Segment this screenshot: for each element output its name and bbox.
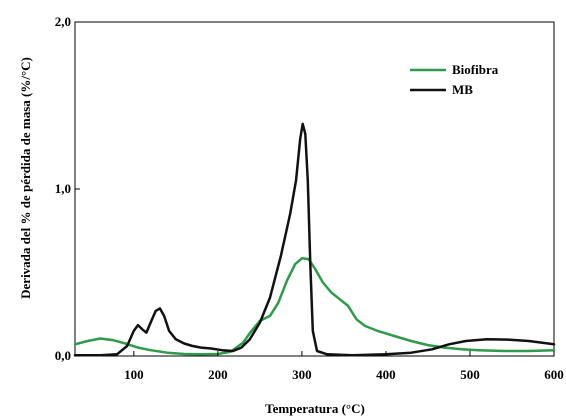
x-tick-label: 200 (208, 367, 228, 382)
x-tick-label: 500 (460, 367, 480, 382)
y-tick-label: 2,0 (55, 14, 71, 29)
x-tick-label: 600 (544, 367, 564, 382)
series-line-mb (73, 122, 556, 357)
y-tick-label: 1,0 (55, 181, 71, 196)
y-axis-title: Derivada del % de pérdida de masa (%/°C) (18, 57, 33, 299)
series-line-biofibra (73, 257, 556, 356)
series-layer (73, 122, 556, 357)
ticks-layer: 100 200 300 400 500 600 0,0 1,0 2,0 (55, 14, 564, 382)
legend-label-biofibra: Biofibra (452, 62, 499, 77)
legend: Biofibra MB (410, 62, 499, 97)
x-tick-label: 400 (376, 367, 396, 382)
x-tick-label: 300 (292, 367, 312, 382)
x-axis-title: Temperatura (°C) (265, 401, 365, 416)
x-tick-label: 100 (124, 367, 144, 382)
legend-label-mb: MB (452, 82, 473, 97)
y-tick-label: 0,0 (55, 348, 71, 363)
